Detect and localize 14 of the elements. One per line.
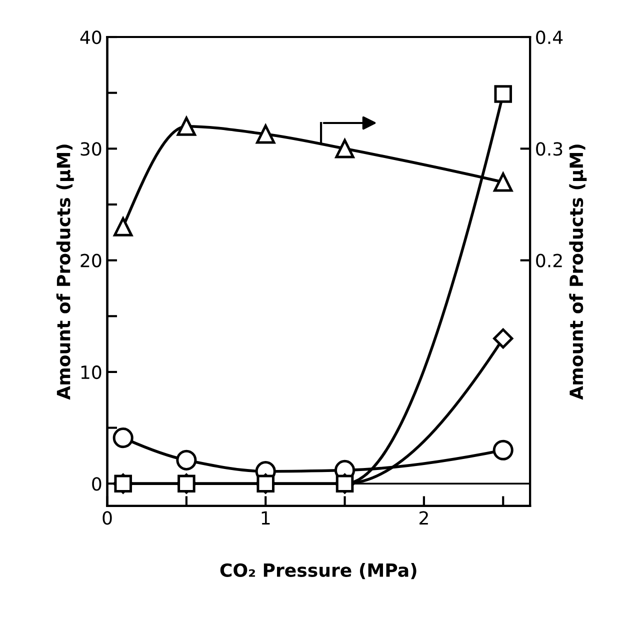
- x-tick-label: 0: [102, 511, 112, 525]
- y-tick-label: 30: [80, 142, 102, 156]
- y-tick-label: 20: [80, 254, 102, 268]
- y2-axis-title: Amount of Products (μM): [569, 144, 587, 400]
- y2-tick-label: 0.3: [536, 142, 562, 156]
- y2-tick-label: 0.4: [536, 30, 563, 44]
- y-tick-label: 0: [92, 477, 102, 491]
- y-tick-label: 10: [81, 365, 102, 380]
- y-axis-title: Amount of Products (μM): [56, 144, 74, 400]
- x-tick-label: 1: [262, 511, 270, 525]
- y2-tick-label: 0.2: [536, 254, 562, 268]
- y-tick-label: 40: [80, 30, 102, 44]
- x-axis-title: CO₂ Pressure (MPa): [220, 563, 416, 580]
- x-tick-label: 2: [420, 511, 428, 525]
